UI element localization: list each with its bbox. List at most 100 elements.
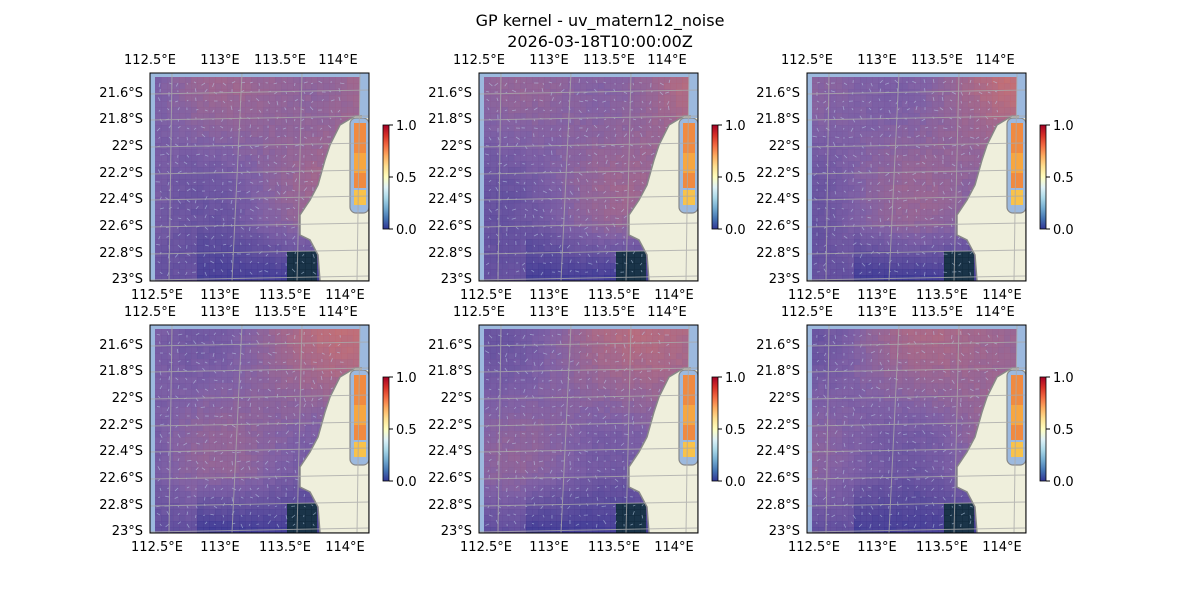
lat-tick: 21.6°S	[99, 338, 143, 353]
lon-tick-top: 112.5°E	[124, 53, 176, 68]
lat-tick: 22.8°S	[99, 246, 143, 261]
lat-tick: 22.4°S	[756, 192, 800, 207]
lon-tick-top: 113.5°E	[254, 305, 306, 320]
lon-tick-bottom: 112.5°E	[131, 540, 183, 555]
colorbar-tick: 1.0	[1053, 371, 1074, 386]
lon-tick-top: 113°E	[529, 305, 569, 320]
lon-tick-top: 114°E	[647, 305, 687, 320]
lon-tick-top: 112.5°E	[453, 53, 505, 68]
lon-tick-top: 113.5°E	[911, 305, 963, 320]
lon-tick-bottom: 113°E	[857, 540, 897, 555]
lon-tick-bottom: 112.5°E	[788, 288, 840, 303]
lon-tick-bottom: 114°E	[325, 288, 365, 303]
lat-tick: 23°S	[769, 524, 800, 539]
lon-tick-bottom: 114°E	[982, 540, 1022, 555]
lat-tick: 22.4°S	[99, 192, 143, 207]
lon-tick-bottom: 113°E	[529, 288, 569, 303]
lat-tick: 22.6°S	[428, 471, 472, 486]
lon-tick-bottom: 113.5°E	[916, 288, 968, 303]
lon-tick-top: 113°E	[200, 305, 240, 320]
colorbar-tick: 0.5	[396, 423, 417, 438]
lat-tick: 21.6°S	[756, 338, 800, 353]
map-panel-1: 112.5°E112.5°E113°E113°E113.5°E113.5°E11…	[99, 53, 416, 303]
lon-tick-bottom: 113.5°E	[588, 540, 640, 555]
lat-tick: 21.6°S	[428, 86, 472, 101]
colorbar-tick: 1.0	[396, 371, 417, 386]
lon-tick-top: 114°E	[975, 53, 1015, 68]
lon-tick-top: 113°E	[200, 53, 240, 68]
colorbar-tick: 1.0	[1053, 119, 1074, 134]
lat-tick: 22.4°S	[756, 444, 800, 459]
lat-tick: 22.6°S	[99, 219, 143, 234]
lon-tick-top: 114°E	[647, 53, 687, 68]
lat-tick: 21.6°S	[428, 338, 472, 353]
map-panel-4: 112.5°E112.5°E113°E113°E113.5°E113.5°E11…	[99, 305, 416, 555]
colorbar	[712, 377, 718, 481]
colorbar	[383, 125, 389, 229]
lat-tick: 21.8°S	[428, 364, 472, 379]
lon-tick-top: 114°E	[975, 305, 1015, 320]
lon-tick-bottom: 113.5°E	[259, 540, 311, 555]
colorbar-tick: 0.5	[725, 423, 746, 438]
lon-tick-top: 113.5°E	[254, 53, 306, 68]
lat-tick: 22.4°S	[428, 192, 472, 207]
lon-tick-top: 113.5°E	[583, 53, 635, 68]
colorbar	[1040, 125, 1046, 229]
colorbar-tick: 0.0	[396, 223, 417, 238]
lon-tick-bottom: 114°E	[654, 288, 694, 303]
map-panel-3: 112.5°E112.5°E113°E113°E113.5°E113.5°E11…	[756, 53, 1073, 303]
lat-tick: 22°S	[769, 139, 800, 154]
colorbar	[1040, 377, 1046, 481]
lon-tick-top: 114°E	[318, 305, 358, 320]
lon-tick-bottom: 113.5°E	[588, 288, 640, 303]
lat-tick: 21.8°S	[99, 112, 143, 127]
lon-tick-bottom: 112.5°E	[788, 540, 840, 555]
lat-tick: 22.8°S	[756, 246, 800, 261]
lat-tick: 22.6°S	[756, 471, 800, 486]
lon-tick-bottom: 113.5°E	[259, 288, 311, 303]
lat-tick: 21.8°S	[428, 112, 472, 127]
lat-tick: 22°S	[441, 139, 472, 154]
lat-tick: 23°S	[769, 272, 800, 287]
figure-subtitle: 2026-03-18T10:00:00Z	[507, 32, 693, 51]
figure-title: GP kernel - uv_matern12_noise	[476, 11, 725, 31]
colorbar-tick: 0.0	[1053, 475, 1074, 490]
colorbar-tick: 0.0	[725, 223, 746, 238]
lat-tick: 22.8°S	[428, 498, 472, 513]
lon-tick-bottom: 113.5°E	[916, 540, 968, 555]
lon-tick-bottom: 112.5°E	[460, 288, 512, 303]
lon-tick-top: 113°E	[529, 53, 569, 68]
lon-tick-bottom: 113°E	[857, 288, 897, 303]
colorbar-tick: 0.5	[1053, 171, 1074, 186]
colorbar	[712, 125, 718, 229]
lat-tick: 22°S	[769, 391, 800, 406]
lat-tick: 22°S	[441, 391, 472, 406]
lat-tick: 21.6°S	[756, 86, 800, 101]
lat-tick: 22.2°S	[99, 166, 143, 181]
lat-tick: 22.8°S	[756, 498, 800, 513]
lat-tick: 22.4°S	[99, 444, 143, 459]
lat-tick: 22.2°S	[756, 166, 800, 181]
lon-tick-bottom: 114°E	[325, 540, 365, 555]
lon-tick-top: 114°E	[318, 53, 358, 68]
lat-tick: 22.4°S	[428, 444, 472, 459]
lat-tick: 22.6°S	[99, 471, 143, 486]
lon-tick-bottom: 114°E	[654, 540, 694, 555]
colorbar-tick: 0.5	[1053, 423, 1074, 438]
colorbar-tick: 0.0	[396, 475, 417, 490]
lat-tick: 23°S	[112, 272, 143, 287]
colorbar-tick: 1.0	[725, 371, 746, 386]
lon-tick-bottom: 112.5°E	[460, 540, 512, 555]
lat-tick: 22.2°S	[428, 418, 472, 433]
lon-tick-top: 113°E	[857, 53, 897, 68]
colorbar-tick: 0.5	[725, 171, 746, 186]
colorbar-tick: 0.0	[725, 475, 746, 490]
lon-tick-bottom: 113°E	[200, 288, 240, 303]
map-panel-2: 112.5°E 112.5°E 113°E 113°E 113.5°E 113.5°E 11…	[428, 53, 745, 303]
lat-tick: 22.6°S	[756, 219, 800, 234]
lat-tick: 22.2°S	[428, 166, 472, 181]
lat-tick: 22.2°S	[756, 418, 800, 433]
colorbar-tick: 1.0	[396, 119, 417, 134]
